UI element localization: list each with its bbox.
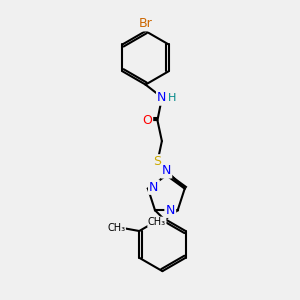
Text: H: H [168,93,176,103]
Text: S: S [153,155,161,168]
Text: N: N [149,181,159,194]
Text: CH₃: CH₃ [107,223,125,233]
Text: N: N [157,92,167,104]
Text: CH₃: CH₃ [148,217,166,227]
Text: N: N [166,204,175,217]
Text: Br: Br [139,17,152,30]
Text: O: O [142,114,152,127]
Text: N: N [162,164,171,177]
